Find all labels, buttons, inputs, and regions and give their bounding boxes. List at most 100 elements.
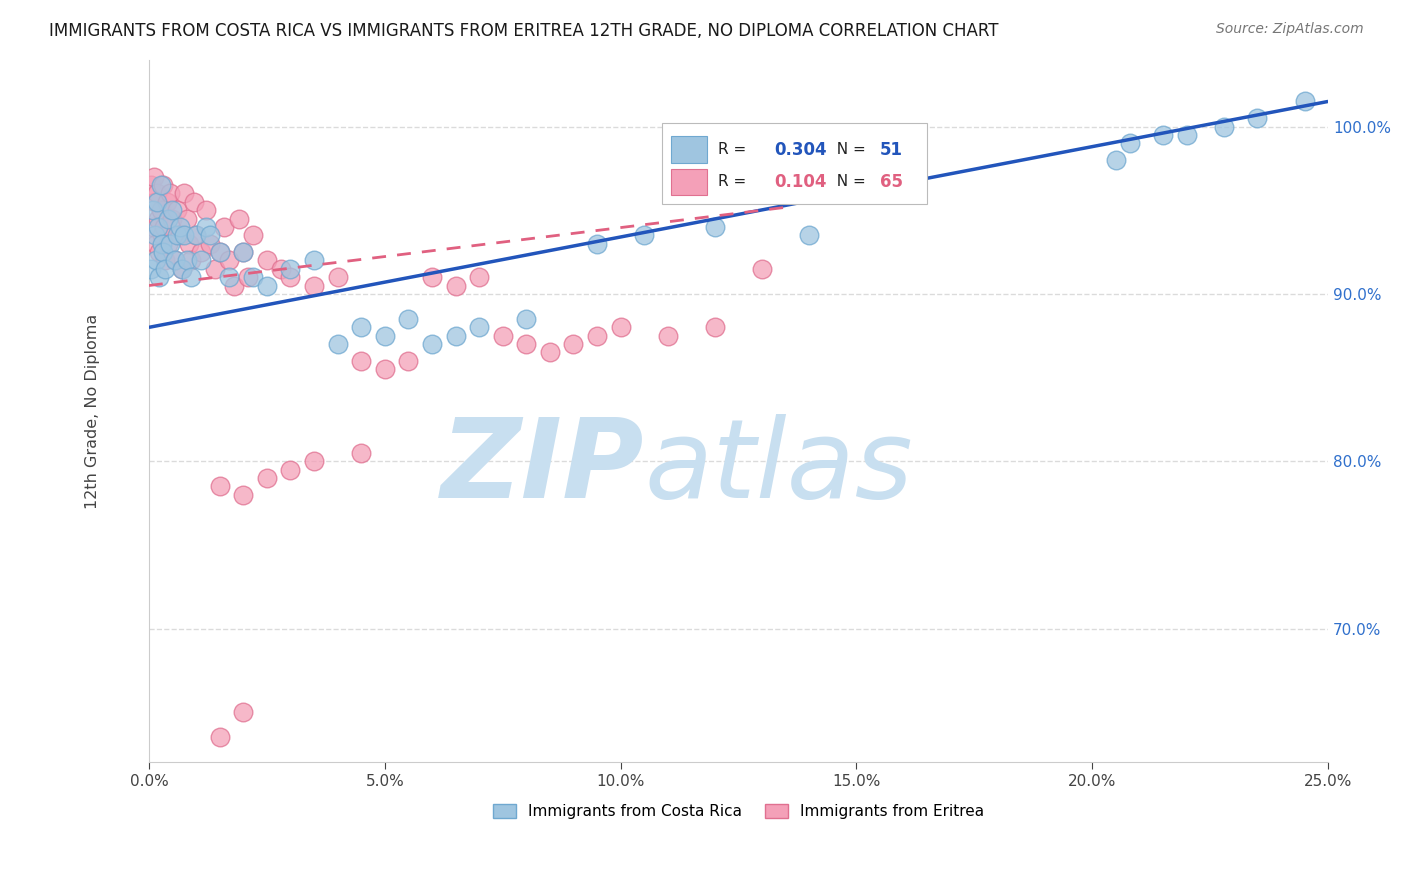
Point (1246, 111, 1268, 125)
Point (142, 169, 165, 184)
Point (190, 253, 212, 268)
Point (242, 270, 264, 285)
Point (1105, 153, 1128, 167)
Point (145, 236, 167, 251)
Point (218, 270, 240, 285)
Text: 0.304: 0.304 (773, 141, 827, 159)
Point (170, 261, 193, 276)
Point (302, 253, 325, 268)
Point (703, 219, 725, 234)
Point (155, 253, 177, 268)
Text: R =: R = (718, 175, 752, 189)
Point (166, 203, 188, 218)
Point (150, 236, 173, 251)
Text: 51: 51 (880, 141, 903, 159)
Point (141, 178, 163, 193)
Point (170, 261, 193, 276)
Point (148, 211, 170, 226)
Point (302, 278, 325, 293)
Point (148, 245, 170, 260)
Point (350, 354, 373, 368)
Point (183, 194, 205, 209)
Point (173, 186, 195, 201)
Point (420, 337, 443, 351)
Text: N =: N = (827, 175, 870, 189)
Point (1175, 128, 1198, 142)
Bar (671, 169, 707, 195)
Point (350, 446, 373, 460)
Point (142, 203, 165, 218)
Point (159, 236, 181, 251)
Point (159, 186, 181, 201)
Point (194, 203, 217, 218)
Point (270, 261, 292, 276)
Point (155, 261, 177, 276)
Point (256, 471, 278, 485)
Point (1152, 128, 1174, 142)
Point (256, 253, 278, 268)
Point (150, 228, 173, 243)
Point (302, 454, 325, 468)
Point (444, 328, 467, 343)
Point (396, 354, 419, 368)
Text: 0.104: 0.104 (773, 173, 827, 191)
Point (280, 462, 302, 476)
Point (148, 270, 170, 285)
Point (169, 228, 191, 243)
Point (143, 228, 166, 243)
Point (200, 236, 222, 251)
Point (162, 203, 184, 218)
Point (586, 328, 609, 343)
Text: atlas: atlas (644, 414, 912, 521)
Point (194, 219, 217, 234)
Bar (671, 136, 707, 163)
Legend: Immigrants from Costa Rica, Immigrants from Eritrea: Immigrants from Costa Rica, Immigrants f… (486, 797, 990, 825)
Y-axis label: 12th Grade, No Diploma: 12th Grade, No Diploma (86, 313, 100, 508)
Point (232, 245, 254, 260)
Point (799, 228, 821, 243)
Text: IMMIGRANTS FROM COSTA RICA VS IMMIGRANTS FROM ERITREA 12TH GRADE, NO DIPLOMA COR: IMMIGRANTS FROM COSTA RICA VS IMMIGRANTS… (49, 22, 998, 40)
Point (169, 219, 191, 234)
Point (173, 228, 195, 243)
Point (374, 328, 396, 343)
Point (1119, 136, 1142, 151)
Point (176, 253, 198, 268)
Point (142, 219, 165, 234)
Point (515, 337, 537, 351)
Point (280, 261, 302, 276)
Point (236, 270, 259, 285)
Point (633, 228, 655, 243)
Point (162, 211, 184, 226)
Point (176, 211, 198, 226)
Point (163, 253, 186, 268)
Point (163, 253, 186, 268)
Point (586, 236, 609, 251)
Point (152, 245, 174, 260)
Point (242, 228, 264, 243)
Point (208, 245, 231, 260)
Point (1294, 95, 1316, 109)
Point (180, 270, 202, 285)
FancyBboxPatch shape (662, 123, 927, 203)
Point (204, 261, 226, 276)
Point (350, 320, 373, 334)
Point (149, 178, 172, 193)
Point (468, 270, 491, 285)
Point (444, 278, 467, 293)
Point (200, 228, 222, 243)
Point (538, 345, 561, 359)
Point (326, 337, 349, 351)
Point (153, 219, 176, 234)
Point (148, 219, 170, 234)
Point (208, 245, 231, 260)
Point (166, 228, 188, 243)
Point (143, 194, 166, 209)
Point (146, 186, 169, 201)
Point (468, 320, 491, 334)
Point (218, 253, 240, 268)
Point (420, 270, 443, 285)
Point (222, 278, 245, 293)
Point (146, 194, 169, 209)
Point (396, 312, 419, 326)
Point (208, 479, 231, 493)
